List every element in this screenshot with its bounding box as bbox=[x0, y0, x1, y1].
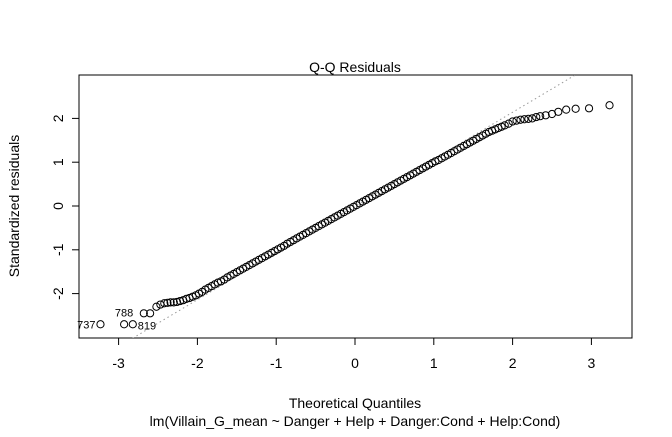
data-point bbox=[128, 320, 137, 329]
x-tick-label: 0 bbox=[351, 355, 359, 371]
x-tick-label: -2 bbox=[191, 355, 204, 371]
x-tick-label: 3 bbox=[588, 355, 596, 371]
points bbox=[96, 101, 614, 329]
data-point bbox=[541, 111, 550, 120]
chart-subtitle: lm(Villain_G_mean ~ Danger + Help + Dang… bbox=[150, 413, 561, 429]
y-axis: -2 -1 0 1 2 bbox=[50, 114, 80, 300]
data-point bbox=[166, 298, 175, 307]
data-point bbox=[536, 112, 545, 121]
data-point bbox=[500, 121, 509, 130]
outlier-label: 819 bbox=[138, 320, 156, 332]
y-axis-label: Standardized residuals bbox=[6, 135, 22, 277]
data-point bbox=[120, 320, 129, 329]
data-point bbox=[160, 299, 169, 308]
data-point bbox=[146, 309, 155, 318]
x-axis: -3 -2 -1 0 1 2 3 bbox=[112, 337, 596, 371]
data-point bbox=[584, 104, 594, 113]
data-point bbox=[554, 107, 563, 116]
data-point bbox=[516, 115, 525, 124]
y-tick-label: -2 bbox=[50, 287, 66, 300]
y-tick-label: 1 bbox=[50, 158, 66, 166]
data-point bbox=[172, 297, 182, 307]
data-point bbox=[562, 105, 571, 114]
data-point bbox=[96, 320, 105, 329]
data-point bbox=[169, 298, 178, 307]
data-point bbox=[508, 117, 517, 126]
y-tick-label: 0 bbox=[50, 202, 66, 210]
data-point bbox=[605, 101, 614, 110]
reference-line bbox=[132, 75, 577, 338]
outlier-label: 737 bbox=[77, 319, 95, 331]
data-point bbox=[163, 298, 172, 307]
x-tick-label: 2 bbox=[509, 355, 517, 371]
chart-title: Q-Q Residuals bbox=[309, 59, 401, 75]
data-point bbox=[139, 309, 148, 318]
outlier-label: 788 bbox=[115, 307, 133, 319]
point-labels: 737 788 819 bbox=[77, 307, 156, 332]
data-point bbox=[528, 114, 537, 123]
x-tick-label: -1 bbox=[270, 355, 283, 371]
x-tick-label: 1 bbox=[430, 355, 438, 371]
y-tick-label: -1 bbox=[50, 243, 66, 256]
x-tick-label: -3 bbox=[112, 355, 125, 371]
data-point bbox=[512, 116, 521, 125]
data-point bbox=[520, 115, 529, 124]
data-point bbox=[504, 119, 513, 128]
y-tick-label: 2 bbox=[50, 114, 66, 122]
data-point bbox=[524, 114, 533, 123]
x-axis-label: Theoretical Quantiles bbox=[289, 395, 421, 411]
data-point bbox=[532, 112, 541, 122]
data-point bbox=[571, 104, 580, 113]
data-point bbox=[152, 302, 161, 311]
